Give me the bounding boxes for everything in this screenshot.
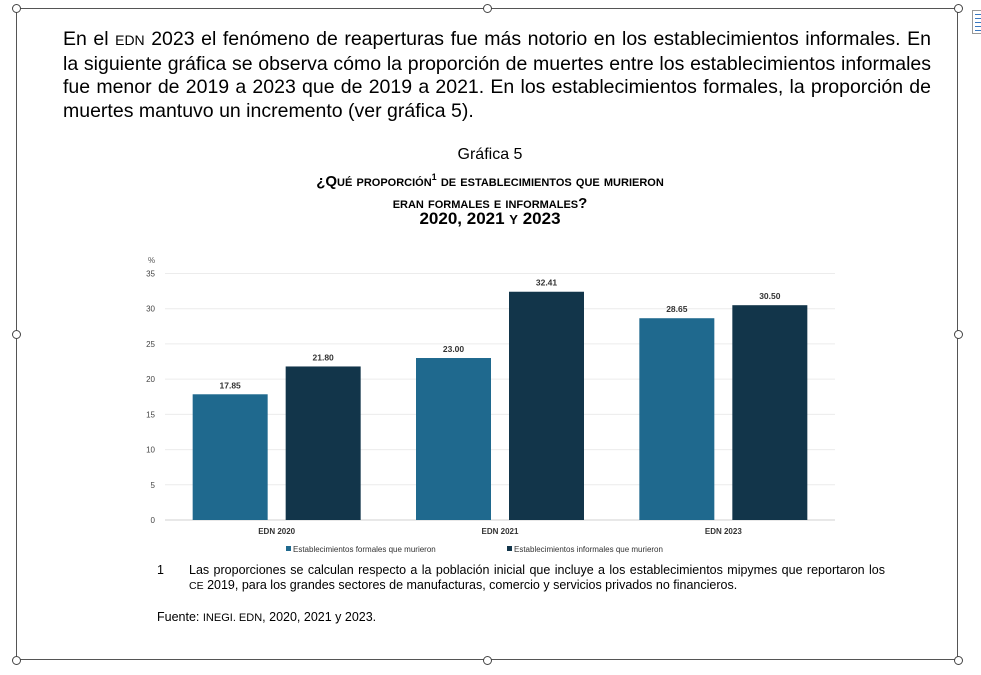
y-axis-label: %: [148, 256, 155, 265]
resize-handle-top-right[interactable]: [954, 4, 963, 13]
bar: [285, 366, 361, 520]
resize-handle-left[interactable]: [12, 330, 21, 339]
data-label: 28.65: [666, 304, 688, 314]
chart-subtitle: 2020, 2021 y 2023: [419, 209, 561, 228]
y-tick-label: 10: [146, 446, 155, 455]
y-tick-label: 25: [146, 340, 155, 349]
data-label: 30.50: [759, 291, 781, 301]
chart-title: ¿Qué proporción1 de establecimientos que…: [316, 172, 664, 212]
data-label: 32.41: [536, 278, 558, 288]
x-tick-label: EDN 2020: [258, 527, 295, 536]
bar-chart: % 0 5 10 15 20 25 30 35 EDN 2020 17.85 21.80 EDN 202…: [146, 256, 835, 554]
y-tick-label: 30: [146, 305, 155, 314]
y-tick-label: 5: [151, 481, 156, 490]
resize-handle-bottom[interactable]: [483, 656, 492, 665]
legend-swatch: [507, 546, 512, 551]
source: Fuente: INEGI. EDN, 2020, 2021 y 2023.: [157, 610, 377, 624]
y-tick-label: 35: [146, 270, 155, 279]
bar: [509, 291, 584, 520]
y-tick-label: 0: [151, 516, 156, 525]
y-tick-label: 20: [146, 375, 155, 384]
resize-handle-bottom-left[interactable]: [12, 656, 21, 665]
resize-handle-bottom-right[interactable]: [954, 656, 963, 665]
data-label: 21.80: [313, 352, 335, 362]
resize-handle-right[interactable]: [954, 330, 963, 339]
bar: [416, 358, 491, 520]
resize-handle-top-left[interactable]: [12, 4, 21, 13]
resize-handle-top[interactable]: [483, 4, 492, 13]
data-label: 23.00: [443, 344, 465, 354]
data-label: 17.85: [220, 380, 242, 390]
y-tick-label: 15: [146, 410, 155, 419]
chart-label: Gráfica 5: [457, 146, 523, 163]
bar: [192, 394, 268, 520]
x-tick-label: EDN 2021: [482, 527, 519, 536]
bar: [639, 318, 715, 520]
x-tick-label: EDN 2023: [705, 527, 742, 536]
body-paragraph: En el EDN 2023 el fenómeno de reapertura…: [63, 28, 931, 122]
layout-options-icon[interactable]: [972, 10, 981, 34]
bar: [732, 305, 808, 520]
legend-label: Establecimientos informales que murieron: [514, 545, 663, 554]
legend-label: Establecimientos formales que murieron: [293, 545, 436, 554]
legend-swatch: [286, 546, 291, 551]
